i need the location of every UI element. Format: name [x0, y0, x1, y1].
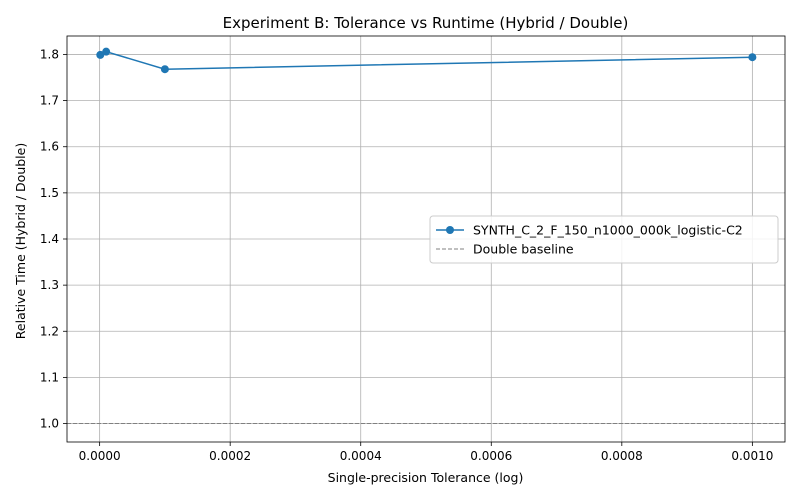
x-tick-label: 0.0010 [731, 449, 773, 463]
x-tick-label: 0.0008 [601, 449, 643, 463]
x-axis-label: Single-precision Tolerance (log) [328, 470, 524, 485]
y-axis-ticks: 1.0 1.1 1.2 1.3 1.4 1.5 1.6 1.7 1.8 [40, 47, 67, 431]
y-tick-label: 1.8 [40, 47, 59, 61]
y-tick-label: 1.0 [40, 417, 59, 431]
y-axis-label: Relative Time (Hybrid / Double) [13, 143, 28, 339]
y-tick-label: 1.1 [40, 370, 59, 384]
series-layer [96, 47, 757, 74]
data-point [102, 47, 111, 56]
data-point [748, 53, 757, 62]
x-tick-label: 0.0006 [470, 449, 512, 463]
legend-baseline-label: Double baseline [473, 242, 574, 257]
legend-series-marker [446, 226, 454, 234]
x-axis-ticks: 0.0000 0.0002 0.0004 0.0006 0.0008 0.0010 [79, 442, 773, 463]
x-tick-label: 0.0000 [79, 449, 121, 463]
y-tick-label: 1.6 [40, 140, 59, 154]
data-point [96, 50, 105, 59]
chart-title: Experiment B: Tolerance vs Runtime (Hybr… [223, 14, 629, 32]
y-tick-label: 1.4 [40, 232, 59, 246]
y-tick-label: 1.3 [40, 278, 59, 292]
y-tick-label: 1.5 [40, 186, 59, 200]
x-tick-label: 0.0004 [340, 449, 382, 463]
legend-series-label: SYNTH_C_2_F_150_n1000_000k_logistic-C2 [473, 223, 743, 238]
y-tick-label: 1.2 [40, 324, 59, 338]
legend: SYNTH_C_2_F_150_n1000_000k_logistic-C2 Do… [429, 215, 779, 264]
y-tick-label: 1.7 [40, 94, 59, 108]
data-point [160, 65, 169, 74]
x-tick-label: 0.0002 [209, 449, 251, 463]
legend-box [429, 215, 779, 264]
